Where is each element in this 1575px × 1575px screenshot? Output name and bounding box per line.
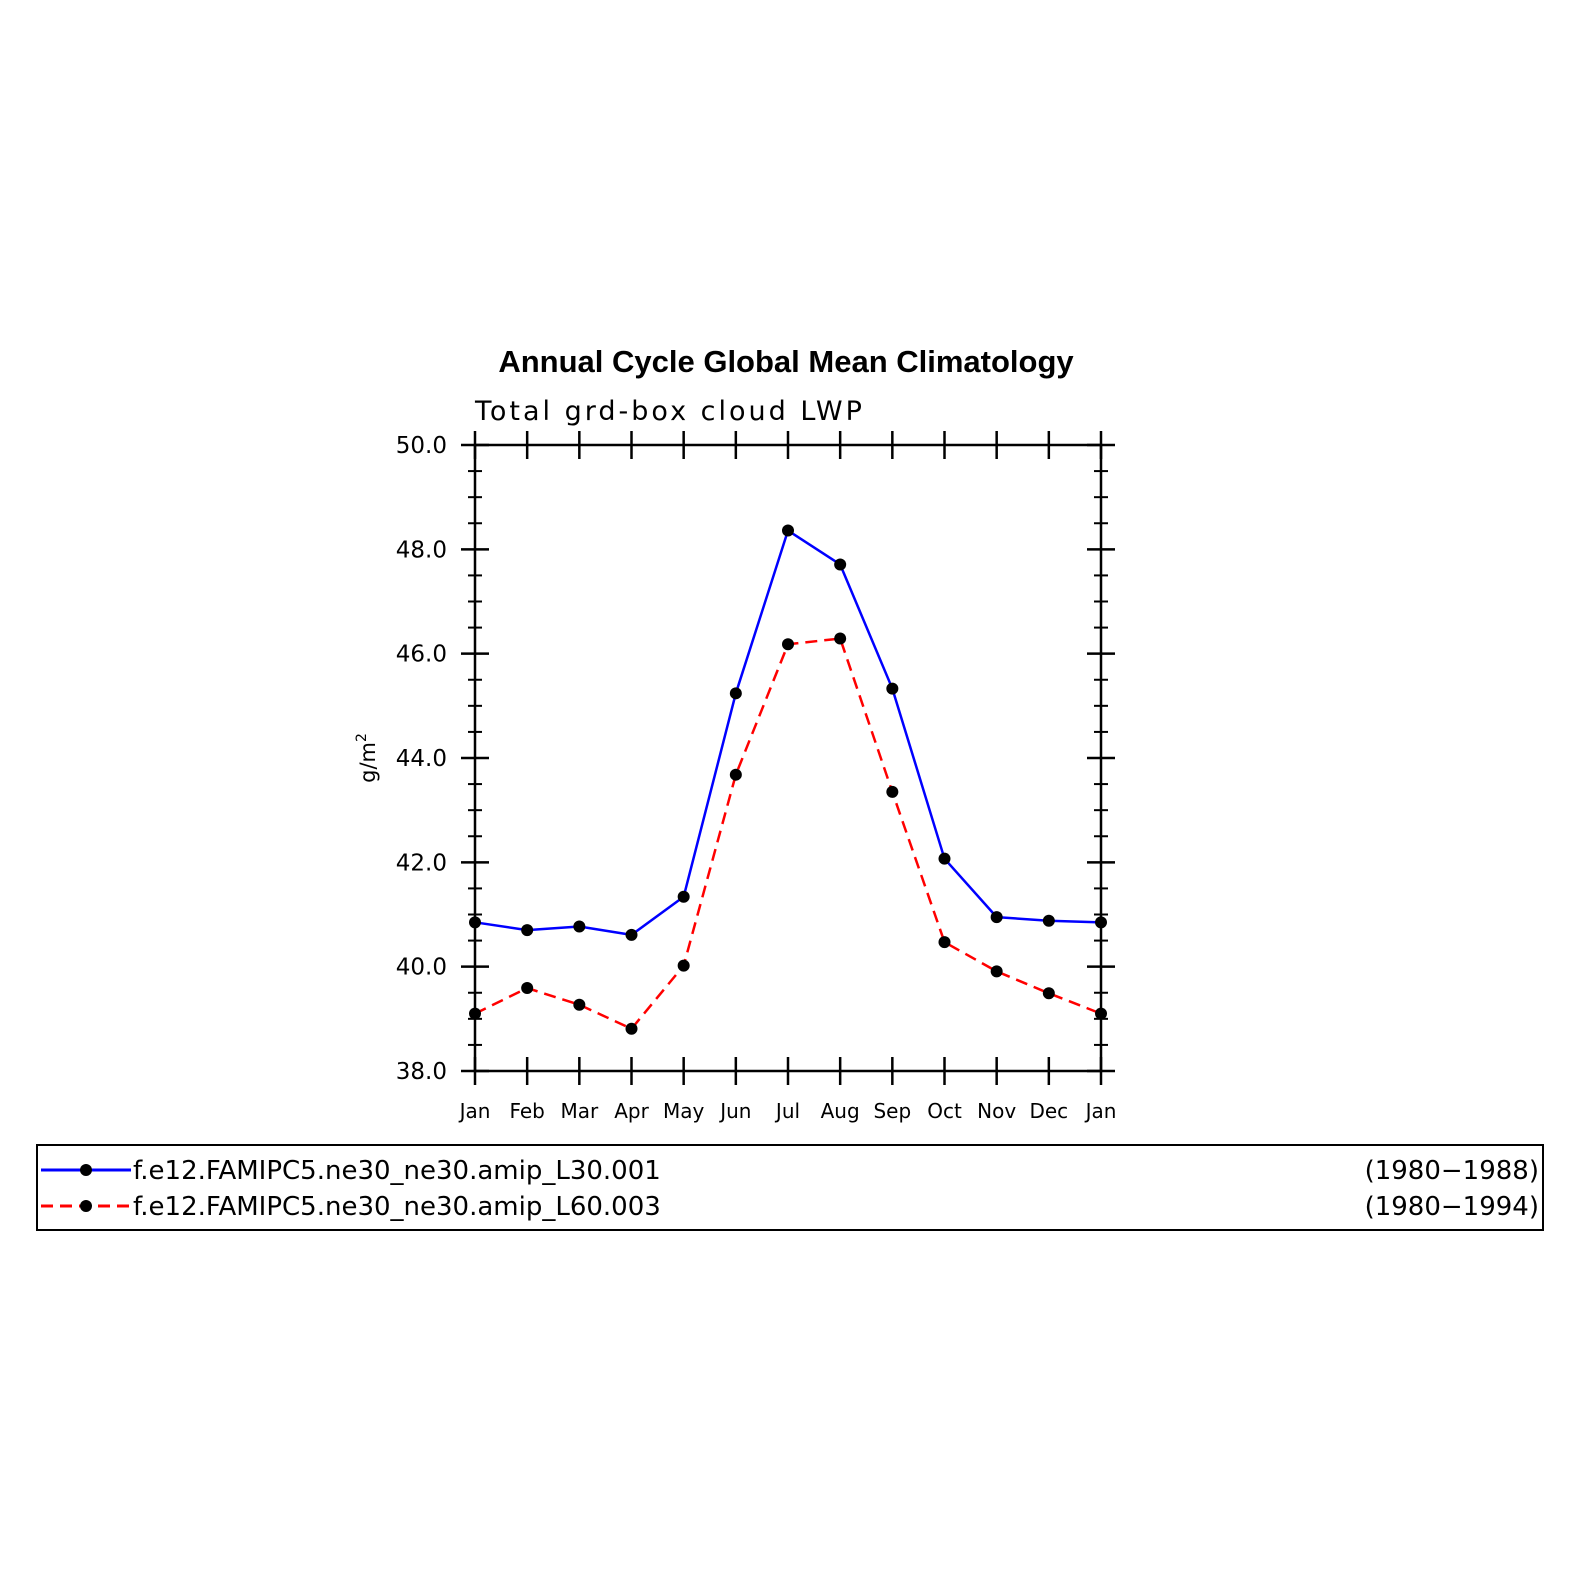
chart-subtitle: Total grd-box cloud LWP <box>474 396 865 427</box>
data-point-series-2 <box>886 785 899 798</box>
x-tick-label: Nov <box>977 1099 1016 1123</box>
series-line-1 <box>474 529 1102 937</box>
data-point-series-1 <box>573 920 586 933</box>
x-tick-labels: Jan Feb Mar Apr May Jun Jul Aug Sep Oct Nov Dec Jan <box>458 1099 1117 1123</box>
data-point-series-2 <box>834 632 847 645</box>
data-point-series-1 <box>782 524 794 537</box>
data-point-series-2 <box>625 1022 638 1035</box>
x-tick-label: Apr <box>614 1099 649 1123</box>
data-point-series-2 <box>990 965 1003 978</box>
data-point-series-2 <box>938 936 951 949</box>
data-point-series-1 <box>1042 914 1055 927</box>
x-tick-label: Mar <box>560 1099 599 1123</box>
y-tick-label: 46.0 <box>396 642 447 668</box>
y-tick-label: 38.0 <box>396 1059 447 1085</box>
data-point-series-2 <box>729 768 742 781</box>
data-point-series-2 <box>573 998 586 1011</box>
data-point-series-1 <box>625 928 638 941</box>
legend-years-series-2: (1980−1994) <box>1365 1192 1539 1222</box>
data-point-series-1 <box>990 911 1003 924</box>
legend-marker-series-1 <box>80 1164 92 1176</box>
legend-box <box>36 1144 1544 1231</box>
y-tick-label: 44.0 <box>396 746 447 772</box>
data-point-series-1 <box>521 924 534 937</box>
chart-title: Annual Cycle Global Mean Climatology <box>498 344 1074 379</box>
data-point-series-1 <box>938 852 951 865</box>
x-tick-label: Jun <box>718 1099 751 1123</box>
y-axis-label-unit: g/m <box>356 742 380 783</box>
x-tick-label: Jan <box>1084 1099 1117 1123</box>
series-line-2 <box>474 637 1102 1030</box>
x-tick-label: Jan <box>458 1099 491 1123</box>
x-tick-label: May <box>663 1099 705 1123</box>
x-tick-label: Oct <box>927 1099 962 1123</box>
x-tick-label: Jul <box>774 1099 800 1123</box>
y-tick-label: 48.0 <box>396 537 447 563</box>
data-point-series-2 <box>1042 987 1055 1000</box>
data-point-series-2 <box>782 638 794 651</box>
y-tick-label: 40.0 <box>396 955 447 981</box>
data-point-series-2 <box>521 982 534 995</box>
series-lines <box>474 529 1102 1030</box>
x-tick-label: Dec <box>1029 1099 1068 1123</box>
data-point-series-1 <box>677 890 690 903</box>
y-axis-label-superscript: 2 <box>354 733 370 742</box>
data-point-series-1 <box>834 558 847 571</box>
legend-years-series-1: (1980−1988) <box>1365 1156 1539 1186</box>
x-tick-label: Sep <box>873 1099 911 1123</box>
y-tick-labels: 38.0 40.0 42.0 44.0 46.0 48.0 50.0 <box>396 433 447 1085</box>
y-tick-label: 50.0 <box>396 433 447 459</box>
legend-label-series-2: f.e12.FAMIPC5.ne30_ne30.amip_L60.003 <box>133 1192 661 1222</box>
series-markers <box>469 524 1107 1035</box>
data-point-series-1 <box>886 682 899 695</box>
legend: f.e12.FAMIPC5.ne30_ne30.amip_L30.001 (19… <box>36 1144 1544 1231</box>
legend-label-series-1: f.e12.FAMIPC5.ne30_ne30.amip_L30.001 <box>133 1156 661 1186</box>
data-point-series-1 <box>729 687 742 700</box>
y-tick-label: 42.0 <box>396 850 447 876</box>
plot-frame <box>473 443 1103 1073</box>
x-tick-label: Aug <box>821 1099 860 1123</box>
legend-marker-series-2 <box>80 1200 92 1212</box>
x-tick-label: Feb <box>509 1099 544 1123</box>
data-point-series-2 <box>677 959 690 972</box>
y-axis-label: g/m2 <box>354 733 380 783</box>
